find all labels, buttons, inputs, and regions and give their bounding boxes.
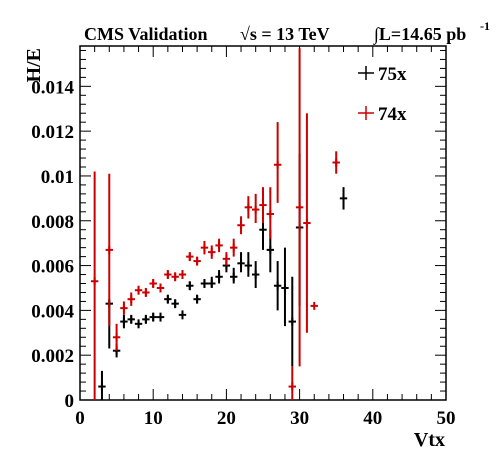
- data-point: [98, 371, 105, 400]
- data-point: [245, 252, 252, 277]
- data-point: [303, 113, 310, 333]
- data-point: [267, 187, 274, 239]
- legend-entry-74x: 74x: [358, 104, 407, 125]
- y-tick-label: 0.006: [31, 257, 74, 278]
- data-point: [296, 48, 303, 366]
- data-point: [179, 310, 186, 319]
- y-tick-label: 0: [65, 391, 75, 412]
- x-tick-label: 40: [363, 408, 382, 429]
- data-point: [208, 245, 215, 258]
- data-series: [91, 48, 347, 400]
- data-point: [259, 187, 266, 223]
- x-axis-label: Vtx: [414, 429, 445, 451]
- data-point: [340, 187, 347, 209]
- data-point: [281, 248, 288, 326]
- data-point: [186, 281, 193, 290]
- data-point: [208, 277, 215, 288]
- data-point: [150, 279, 157, 288]
- data-point: [164, 295, 171, 304]
- data-point: [135, 286, 142, 295]
- data-point: [333, 151, 340, 173]
- data-point: [289, 366, 296, 400]
- data-point: [179, 270, 186, 279]
- lumi-exponent: -1: [480, 19, 490, 33]
- data-point: [171, 299, 178, 308]
- y-tick-label: 0.012: [31, 122, 74, 143]
- series-74x: [91, 48, 340, 400]
- data-point: [113, 324, 120, 351]
- data-point: [142, 288, 149, 297]
- y-axis-label: H/E: [23, 48, 45, 82]
- data-point: [237, 252, 244, 272]
- data-point: [120, 301, 127, 314]
- data-point: [252, 194, 259, 223]
- lumi-label: ∫L=14.65 pb: [373, 24, 466, 45]
- x-tick-labels: 0 10 20 30 40 50: [75, 408, 455, 429]
- data-point: [157, 313, 164, 322]
- x-tick-label: 50: [437, 408, 456, 429]
- legend: 75x 74x: [358, 64, 407, 125]
- y-tick-label: 0.002: [31, 346, 74, 367]
- x-tick-label: 20: [217, 408, 236, 429]
- data-point: [223, 252, 230, 265]
- data-point: [289, 277, 296, 367]
- energy-label: √s = 13 TeV: [240, 24, 330, 44]
- x-tick-label: 10: [144, 408, 163, 429]
- data-point: [237, 216, 244, 234]
- chart-title: CMS Validation: [84, 24, 208, 44]
- data-point: [91, 171, 98, 400]
- data-point: [274, 261, 281, 310]
- chart-header: CMS Validation √s = 13 TeV ∫L=14.65 pb -…: [84, 19, 490, 45]
- data-point: [186, 252, 193, 261]
- data-point: [215, 270, 222, 283]
- data-point: [171, 272, 178, 281]
- data-point: [135, 319, 142, 328]
- y-tick-label: 0.004: [31, 301, 74, 322]
- series-75x: [98, 154, 347, 400]
- data-point: [193, 257, 200, 266]
- data-point: [215, 239, 222, 252]
- data-point: [193, 295, 200, 304]
- data-point: [150, 313, 157, 322]
- data-point: [128, 315, 135, 324]
- data-point: [120, 315, 127, 328]
- y-tick-label: 0.01: [41, 167, 74, 188]
- data-point: [230, 239, 237, 257]
- y-tick-label: 0.008: [31, 212, 74, 233]
- data-point: [201, 241, 208, 254]
- data-point: [230, 268, 237, 284]
- data-point: [252, 261, 259, 288]
- x-tick-label: 0: [75, 408, 85, 429]
- legend-entry-75x: 75x: [358, 64, 407, 85]
- legend-label: 74x: [378, 104, 407, 125]
- data-point: [274, 122, 281, 203]
- data-point: [157, 283, 164, 292]
- legend-label: 75x: [378, 64, 407, 85]
- data-point: [201, 279, 208, 288]
- data-point: [164, 270, 171, 279]
- data-point: [311, 302, 318, 310]
- x-tick-label: 30: [290, 408, 309, 429]
- data-point: [245, 196, 252, 218]
- data-point: [142, 315, 149, 324]
- data-point: [128, 292, 135, 305]
